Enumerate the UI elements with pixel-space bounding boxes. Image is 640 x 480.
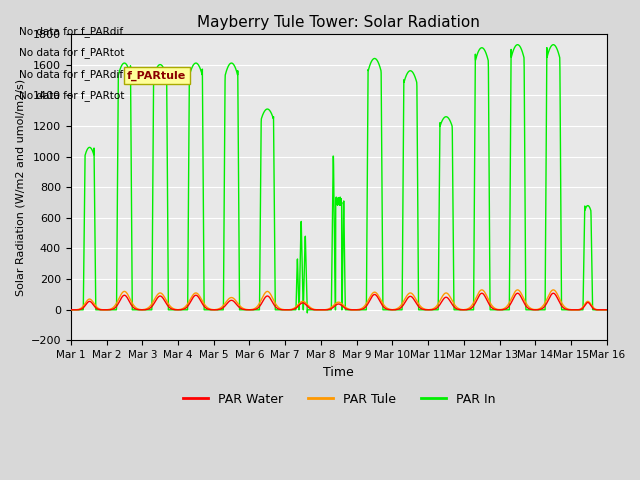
Text: f_PARtule: f_PARtule	[127, 71, 186, 81]
Text: No data for f_PARtot: No data for f_PARtot	[19, 90, 125, 101]
Y-axis label: Solar Radiation (W/m2 and umol/m2/s): Solar Radiation (W/m2 and umol/m2/s)	[15, 79, 25, 296]
Legend: PAR Water, PAR Tule, PAR In: PAR Water, PAR Tule, PAR In	[177, 388, 500, 411]
Text: No data for f_PARtot: No data for f_PARtot	[19, 47, 125, 58]
Text: No data for f_PARdif: No data for f_PARdif	[19, 69, 124, 80]
Text: No data for f_PARdif: No data for f_PARdif	[19, 25, 124, 36]
X-axis label: Time: Time	[323, 366, 354, 379]
Title: Mayberry Tule Tower: Solar Radiation: Mayberry Tule Tower: Solar Radiation	[197, 15, 480, 30]
